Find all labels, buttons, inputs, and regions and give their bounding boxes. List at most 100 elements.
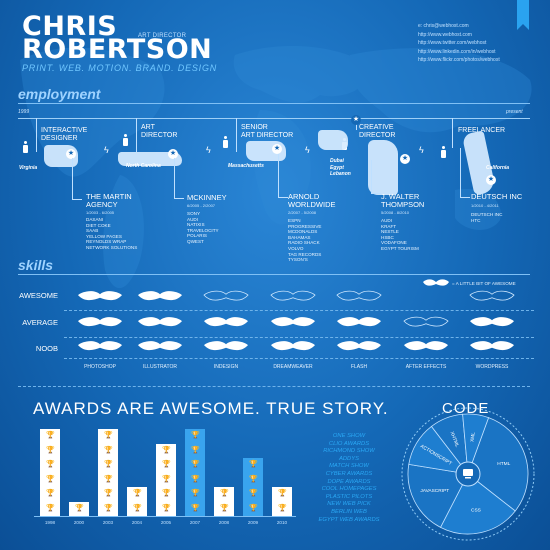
trophy-icon: 🏆 (278, 504, 287, 512)
mustache-icon-wordpress-1 (470, 341, 514, 351)
computer-stand-icon (465, 477, 471, 479)
award-bar-2007: 🏆 🏆 🏆 🏆 🏆 🏆 (185, 429, 205, 516)
contact-flickr-link[interactable]: http://www.flickr.com/photos/webhost (418, 57, 500, 63)
timeline-end-label: present (506, 109, 523, 115)
award-year-label-2010: 2010 (276, 520, 288, 525)
client-list: DEUTSCH INC HTC (471, 212, 503, 223)
trophy-icon: 🏆 (191, 475, 200, 483)
mustache-icon-photoshop-1 (78, 341, 122, 351)
trophy-icon: 🏆 (104, 461, 113, 468)
client-list: AUDI KRAFT NESTLE HSBC VODAFONE EGYPT TOURISM (381, 218, 419, 251)
job-title-creative-director: CREATIVE DIRECTOR (359, 124, 396, 139)
job-dates: 1/2010 - 4/2011 (471, 203, 499, 208)
lightning-bolt-icon: ϟ (419, 145, 424, 155)
trophy-icon: 🏆 (220, 490, 229, 497)
location-star-icon: ★ (66, 149, 76, 159)
trophy-icon: 🏆 (249, 461, 258, 468)
region-map-egypt (368, 140, 398, 195)
location-star-icon: ★ (400, 154, 410, 164)
award-year-label-1998: 1998 (44, 520, 56, 525)
job-title-interactive-designer: INTERACTIVE DESIGNER (41, 127, 88, 142)
job-title-art-director: ART DIRECTOR (141, 124, 178, 139)
person-icon (441, 146, 446, 158)
job-dates: 5/2008 - 8/2010 (381, 210, 410, 215)
mustache-legend-icon (423, 279, 449, 286)
contact-website-link[interactable]: http://www.webhost.com (418, 31, 472, 38)
computer-monitor-icon (463, 469, 473, 476)
client-list: SONY AUDI NATIXIS TRAVELOCITY POLARIS QWEST (187, 211, 219, 244)
pie-slice-css (439, 473, 516, 535)
last-name: ROBERTSON (22, 34, 213, 65)
contact-twitter-link[interactable]: http://www.twitter.com/webhost (418, 40, 487, 46)
employment-rule (18, 103, 530, 104)
skills-rule (18, 274, 530, 275)
pie-label-xhtml: XHTML (448, 431, 460, 449)
trophy-icon: 🏆 (162, 446, 171, 454)
pie-slice-xml (462, 413, 490, 475)
place-california: California (486, 165, 510, 171)
skills-legend: = A LITTLE BIT OF AWESOME (452, 281, 516, 286)
trophy-icon: 🏆 (162, 504, 171, 512)
trophy-icon: 🏆 (104, 504, 113, 512)
mustache-icon-wordpress-2 (470, 317, 514, 327)
mustache-outline-icon-dreamweaver (270, 290, 316, 301)
place-middle-east: Dubai Egypt Lebanon (330, 158, 351, 177)
trophy-icon: 🏆 (104, 475, 113, 483)
trophy-icon: 🏆 (133, 504, 142, 512)
skill-level-noob: NOOB (35, 344, 58, 353)
location-star-icon: ★ (168, 149, 178, 159)
award-year-label-2004: 2004 (131, 520, 143, 525)
tool-label-photoshop: PHOTOSHOP (84, 364, 116, 370)
tool-label-dreamweaver: DREAMWEAVER (273, 364, 313, 370)
skill-level-awesome: AWESOME (19, 291, 58, 300)
award-year-label-2008: 2008 (218, 520, 230, 525)
mustache-outline-icon-indesign (203, 290, 249, 301)
pie-label-xml: XML (469, 432, 476, 443)
location-star-icon: ★ (272, 144, 282, 154)
timeline-line (18, 118, 530, 119)
mustache-icon-flash-2 (337, 317, 381, 327)
trophy-icon: 🏆 (104, 490, 113, 497)
trophy-icon: 🏆 (162, 490, 171, 497)
trophy-icon: 🏆 (104, 432, 113, 439)
award-list: ONE SHOW CLIO AWARDS RICHMOND SHOW ADDYS MAT… (318, 433, 380, 523)
mustache-icon-dreamweaver-2 (271, 317, 315, 327)
trophy-icon: 🏆 (220, 504, 229, 512)
trophy-icon: 🏆 (46, 490, 55, 497)
awards-axis (34, 516, 296, 517)
pie-label-html: HTML (497, 461, 510, 467)
region-map-middle-east (318, 130, 348, 150)
mustache-icon-flash-1 (337, 341, 381, 351)
mustache-icon-indesign-1 (204, 341, 248, 351)
skill-level-average: AVERAGE (22, 318, 58, 327)
code-title: CODE (442, 400, 490, 417)
tool-label-illustrator: ILLUSTRATOR (143, 364, 177, 370)
tool-label-flash: FLASH (350, 364, 368, 370)
company-deutsch-inc: DEUTSCH INC (471, 192, 523, 201)
client-list: DASANI DIET COKE SAAB YELLOW PAGES REYNOLDS … (86, 217, 138, 250)
contact-linkedin-link[interactable]: http://www.linkedin.com/in/webhost (418, 48, 496, 55)
award-bar-2004: 🏆 🏆 (127, 487, 147, 516)
trophy-icon: 🏆 (191, 432, 200, 439)
trophy-icon: 🏆 (162, 461, 171, 468)
place-virginia: Virginia (19, 165, 38, 171)
trophy-icon: 🏆 (249, 490, 258, 497)
award-bar-2003: 🏆 🏆 🏆 🏆 🏆 🏆 (98, 429, 118, 516)
trophy-icon: 🏆 (191, 490, 200, 497)
contact-info: e: chris@webhost.com http://www.webhost.… (418, 22, 500, 65)
award-bar-2010: 🏆 🏆 (272, 487, 292, 516)
mustache-icon-illustrator-1 (138, 341, 182, 351)
mustache-outline-icon-flash (336, 290, 382, 301)
pie-slice-html (467, 417, 529, 512)
tagline: PRINT. WEB. MOTION. BRAND. DESIGN (22, 63, 218, 73)
skills-title: skills (18, 257, 54, 273)
trophy-icon: 🏆 (191, 446, 200, 454)
mustache-icon-after-effects-1 (404, 341, 448, 351)
first-name: CHRIS (22, 11, 118, 42)
job-title-senior-art-director: SENIOR ART DIRECTOR (241, 124, 294, 139)
place-massachusetts: Massachusetts (228, 163, 264, 169)
person-icon (123, 134, 128, 146)
contact-email[interactable]: e: chris@webhost.com (418, 23, 469, 29)
